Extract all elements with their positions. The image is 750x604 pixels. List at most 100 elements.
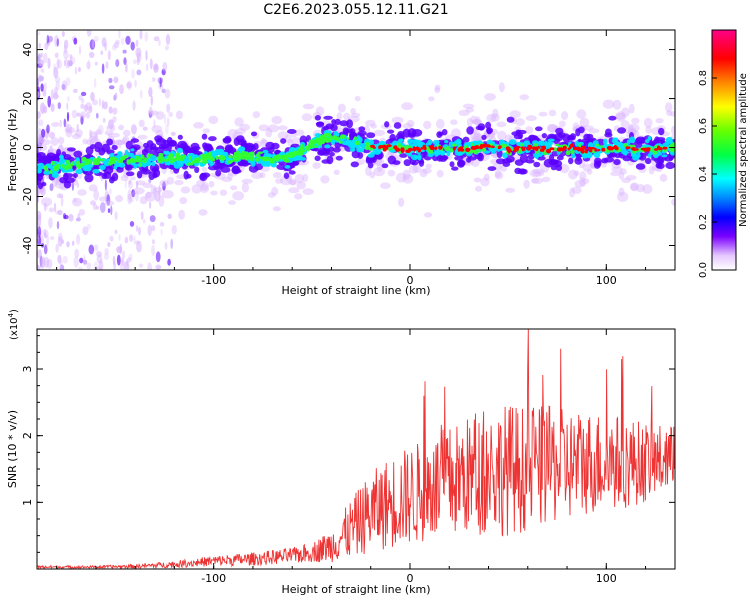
spectrogram-noise-blob (83, 259, 88, 265)
spectrogram-intensity-blob (520, 143, 524, 147)
spectrogram-noise-blob (114, 92, 118, 100)
spectrogram-intensity-blob (466, 117, 473, 127)
spectrogram-intensity-blob (251, 155, 255, 160)
spectrogram-intensity-blob (236, 135, 245, 143)
spectrogram-noise-blob (155, 251, 161, 263)
spectrogram-intensity-blob (41, 182, 47, 187)
spectrogram-intensity-blob (251, 172, 263, 179)
spectrogram-noise-blob (167, 258, 171, 266)
spectrogram-noise-blob (74, 248, 80, 258)
spectrogram-noise-blob (49, 131, 56, 139)
spectrogram-noise-blob (119, 243, 123, 255)
spectrogram-intensity-blob (621, 177, 631, 183)
spectrogram-intensity-blob (396, 172, 407, 183)
spectrogram-noise-blob (136, 56, 140, 66)
snr-x-tick-label: 0 (406, 572, 413, 585)
spectrogram-intensity-blob (523, 140, 530, 145)
spectrogram-intensity-blob (221, 157, 226, 161)
spectrogram-noise-blob (98, 97, 101, 107)
spectrogram-intensity-blob (581, 145, 586, 150)
spectrogram-noise-blob (142, 219, 146, 224)
spectrogram-intensity-blob (432, 151, 441, 155)
spectrogram-intensity-blob (525, 126, 534, 135)
spectrogram-intensity-blob (538, 111, 548, 117)
spectrogram-intensity-blob (43, 170, 52, 176)
spectrogram-noise-blob (56, 38, 59, 47)
spectrogram-intensity-blob (53, 165, 58, 169)
spectrogram-intensity-blob (130, 138, 140, 143)
spectrogram-noise-blob (98, 260, 104, 270)
spectrogram-intensity-blob (391, 116, 404, 124)
spectrogram-intensity-blob (502, 152, 508, 159)
spectrogram-intensity-blob (494, 171, 504, 180)
spectrogram-intensity-blob (618, 171, 625, 180)
spectrogram-intensity-blob (252, 111, 261, 119)
spectrogram-intensity-blob (369, 171, 376, 179)
snr-y-tick-label: 2 (21, 432, 34, 439)
figure-title: C2E6.2023.055.12.11.G21 (263, 2, 448, 18)
spectrogram-intensity-blob (399, 153, 408, 158)
spectrogram-intensity-blob (143, 142, 149, 148)
spectrogram-intensity-blob (168, 140, 178, 147)
spectrogram-intensity-blob (665, 102, 673, 113)
spectrogram-noise-blob (164, 114, 167, 125)
spectrogram-intensity-blob (514, 167, 522, 175)
spectrogram-intensity-blob (89, 144, 97, 150)
spectrogram-intensity-blob (434, 146, 438, 150)
spectrogram-intensity-blob (133, 187, 145, 195)
spectrogram-noise-blob (67, 96, 70, 102)
spectrogram-noise-blob (110, 205, 113, 216)
spectrogram-intensity-blob (515, 146, 521, 149)
spectrogram-intensity-blob (265, 141, 275, 150)
spectrogram-noise-blob (130, 176, 136, 181)
spectrogram-noise-blob (44, 233, 47, 239)
spectrogram-intensity-blob (162, 139, 170, 145)
spectrogram-noise-blob (126, 80, 132, 91)
snr-y-ticks: 1 2 3 (21, 335, 675, 553)
spectrogram-intensity-blob (588, 146, 592, 151)
spectrogram-intensity-blob (543, 158, 555, 168)
spectrogram-noise-blob (152, 239, 155, 245)
spectrogram-intensity-blob (346, 137, 350, 140)
spectrogram-intensity-blob (444, 139, 449, 144)
spectrogram-intensity-blob (152, 172, 158, 179)
spectrogram-intensity-blob (401, 102, 413, 111)
spectrogram-intensity-blob (234, 152, 238, 156)
spectrogram-intensity-blob (417, 159, 424, 164)
spectrogram-noise-blob (63, 39, 69, 50)
spectrogram-noise-blob (142, 126, 148, 131)
spectrogram-intensity-blob (123, 154, 129, 159)
spectrogram-intensity-blob (258, 124, 269, 132)
spectrogram-intensity-blob (481, 134, 487, 140)
spectrogram-intensity-blob (540, 149, 545, 152)
spectrogram-intensity-blob (88, 136, 99, 143)
spectrogram-noise-blob (132, 59, 137, 64)
spectrogram-intensity-blob (554, 133, 564, 142)
spectrogram-noise-blob (61, 239, 65, 245)
spectrogram-intensity-blob (259, 172, 266, 179)
spectrogram-intensity-blob (86, 164, 94, 168)
spectrogram-noise-blob (38, 75, 44, 82)
spectrogram-intensity-blob (286, 152, 290, 158)
spectrogram-x-tick-label: -100 (201, 274, 226, 287)
spectrogram-intensity-blob (470, 132, 482, 141)
spectrogram-intensity-blob (122, 129, 131, 137)
spectrogram-intensity-blob (505, 146, 511, 151)
spectrogram-intensity-blob (612, 99, 622, 110)
spectrogram-noise-blob (162, 181, 166, 191)
spectrogram-noise-blob (41, 128, 46, 138)
spectrogram-intensity-blob (261, 157, 267, 160)
spectrogram-intensity-blob (358, 126, 366, 132)
spectrogram-intensity-blob (417, 154, 422, 161)
spectrogram-x-tick-label: 0 (406, 274, 413, 287)
spectrogram-intensity-blob (556, 155, 564, 161)
spectrogram-noise-blob (65, 77, 71, 86)
spectrogram-noise-blob (100, 50, 104, 55)
spectrogram-noise-blob (104, 247, 109, 256)
spectrogram-noise-blob (59, 263, 63, 270)
spectrogram-intensity-blob (37, 162, 45, 170)
spectrogram-intensity-blob (138, 119, 145, 128)
spectrogram-intensity-blob (549, 147, 555, 151)
spectrogram-intensity-blob (458, 109, 470, 117)
